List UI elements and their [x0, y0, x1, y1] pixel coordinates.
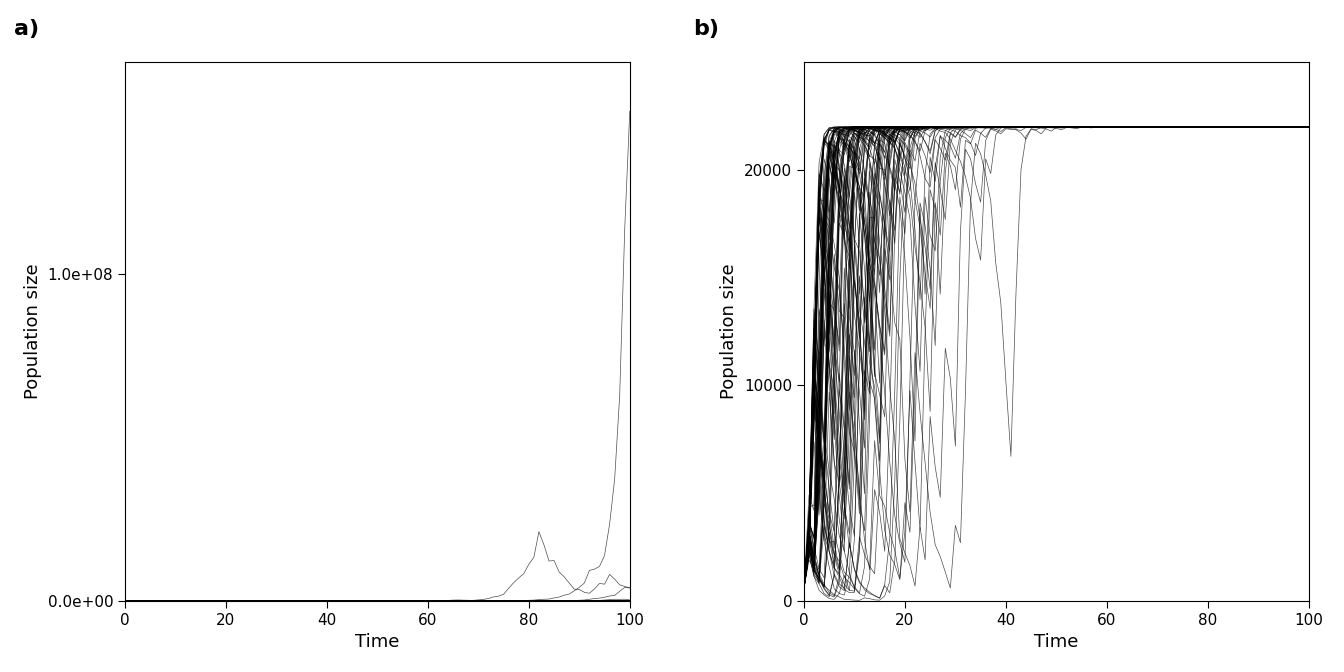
Y-axis label: Population size: Population size — [720, 263, 738, 399]
Y-axis label: Population size: Population size — [24, 263, 42, 399]
Text: a): a) — [13, 19, 39, 39]
Text: b): b) — [694, 19, 719, 39]
X-axis label: Time: Time — [1034, 633, 1078, 651]
X-axis label: Time: Time — [355, 633, 399, 651]
